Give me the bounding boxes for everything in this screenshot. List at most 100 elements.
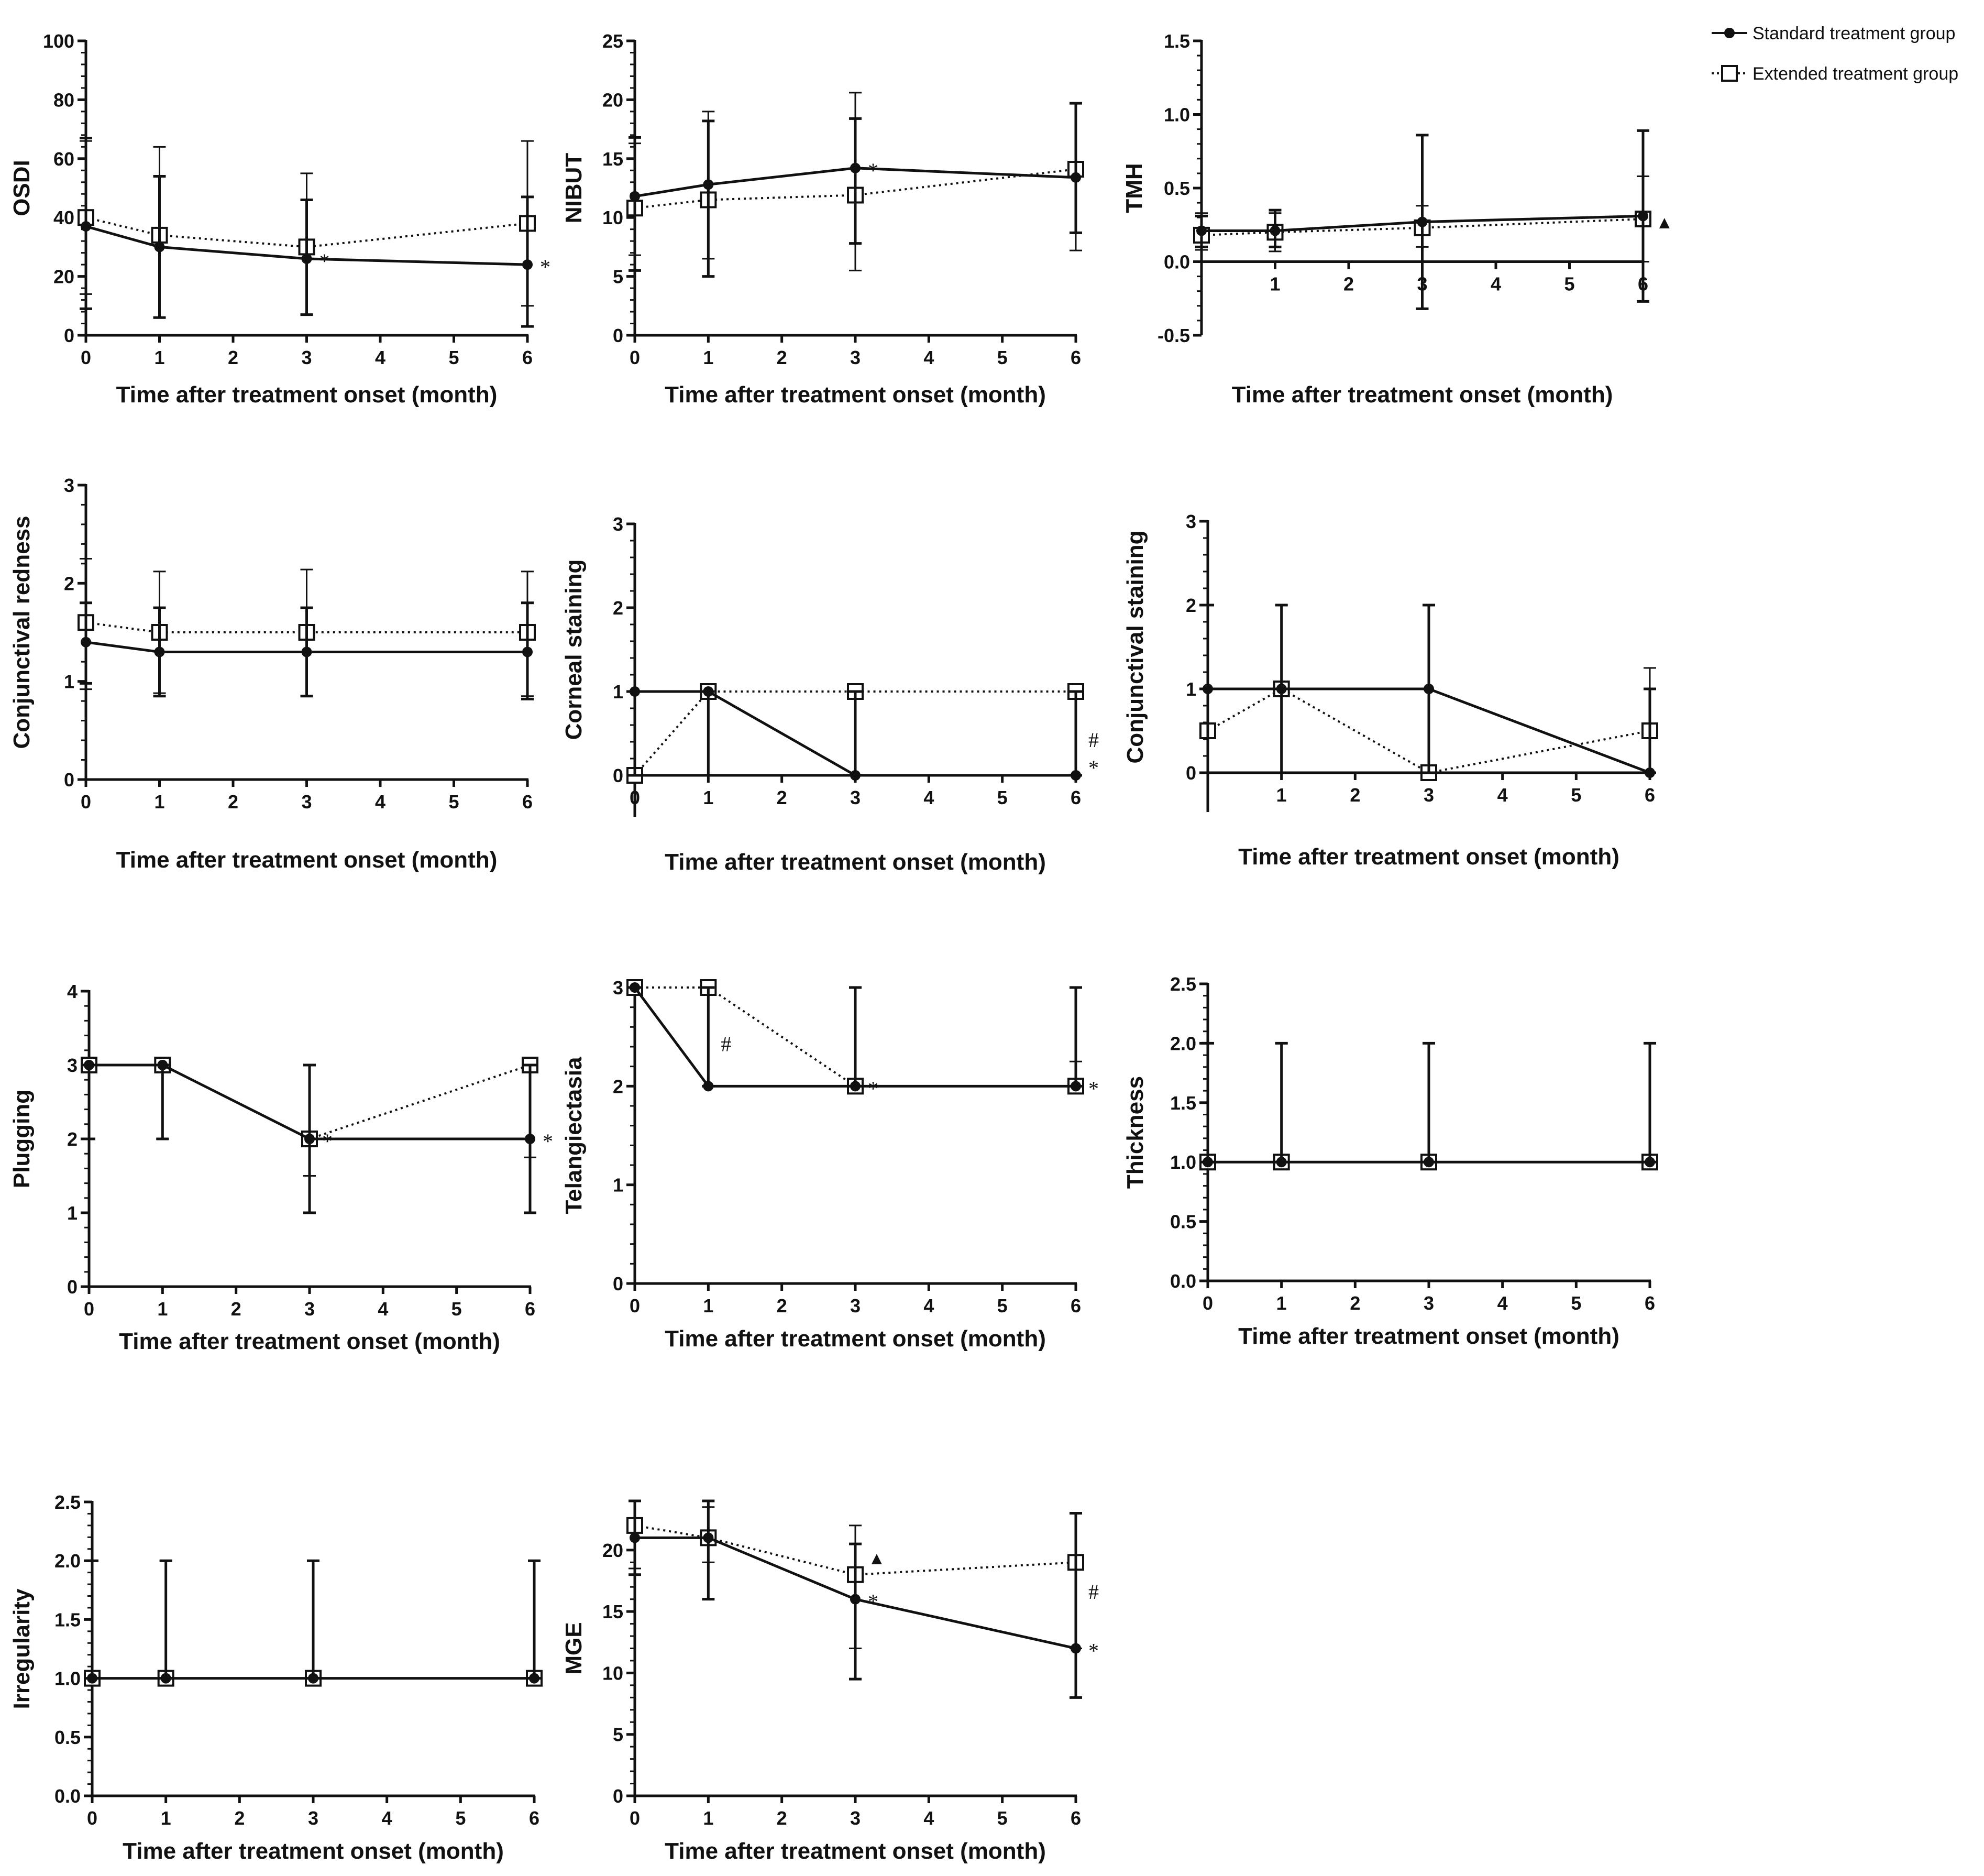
y-tick-label: 0.0 (1170, 1270, 1196, 1292)
y-tick-label: 20 (53, 266, 74, 288)
x-tick-label: 1 (154, 347, 164, 368)
x-tick-label: 1 (161, 1807, 171, 1829)
standard-point (850, 162, 861, 173)
x-tick-label: 3 (308, 1807, 318, 1829)
extended-line (635, 986, 1076, 1088)
series-standard (83, 1060, 536, 1214)
x-tick-label: 0 (87, 1807, 97, 1829)
y-axis-title: MGE (561, 1622, 587, 1674)
standard-point (703, 179, 714, 190)
x-tick-label: 5 (451, 1298, 462, 1320)
series-standard (629, 982, 1082, 1092)
x-tick-label: 0 (630, 1807, 640, 1829)
series-standard (86, 1559, 541, 1684)
y-tick-label: 0 (613, 765, 623, 786)
y-tick-label: 2 (613, 1076, 623, 1097)
standard-point (301, 253, 312, 264)
x-tick-label: 2 (777, 787, 787, 808)
x-tick-label: 5 (997, 347, 1008, 368)
x-axis-title: Time after treatment onset (month) (116, 382, 498, 408)
significance-annotation: * (868, 159, 878, 182)
standard-line (1208, 687, 1650, 774)
x-axis-title: Time after treatment onset (month) (116, 847, 498, 873)
standard-point (703, 686, 714, 697)
y-tick-label: 0 (64, 769, 74, 791)
y-tick-label: 1 (67, 1202, 78, 1224)
standard-line (85, 225, 528, 266)
standard-line (89, 1063, 530, 1140)
x-tick-label: 2 (228, 347, 238, 368)
standard-point (850, 1594, 861, 1605)
y-axis-title: Telangiectasia (561, 1057, 587, 1214)
x-tick-label: 4 (375, 791, 385, 813)
x-tick-label: 3 (301, 347, 312, 368)
x-axis-title: Time after treatment onset (month) (665, 849, 1046, 875)
standard-point (850, 770, 861, 781)
y-tick-label: 0 (1186, 762, 1196, 784)
series-standard (1202, 1041, 1656, 1168)
y-tick-label: 3 (67, 1055, 78, 1076)
x-tick-label: 3 (850, 787, 861, 808)
y-tick-label: 3 (64, 475, 74, 496)
x-tick-label: 2 (777, 1807, 787, 1829)
panel-plugging: 0 1 2 3 4 0 1 2 3 4 5 6 Time after treatment onset (… (9, 981, 553, 1354)
standard-point (157, 1060, 168, 1070)
x-tick-label: 1 (1270, 273, 1280, 295)
x-tick-label: 2 (1350, 1292, 1360, 1314)
x-tick-label: 2 (1343, 273, 1354, 295)
x-tick-label: 2 (234, 1807, 245, 1829)
y-tick-label: -0.5 (1158, 325, 1190, 346)
standard-point (703, 1532, 714, 1543)
y-tick-label: 10 (602, 207, 623, 228)
y-tick-label: 1.5 (1164, 30, 1190, 52)
y-tick-label: 1.0 (54, 1668, 81, 1690)
panel-irregularity: 0.0 0.5 1.0 1.5 2.0 2.5 0 1 2 3 4 5 6 Time after trea… (9, 1491, 543, 1864)
y-axis-title: OSDI (9, 160, 35, 216)
standard-point (1424, 1157, 1434, 1168)
standard-point (529, 1673, 539, 1684)
x-axis-title: Time after treatment onset (month) (119, 1329, 500, 1354)
y-tick-label: 15 (602, 1601, 623, 1622)
significance-annotation: * (540, 255, 550, 279)
x-tick-label: 4 (375, 347, 385, 368)
x-tick-label: 4 (382, 1807, 392, 1829)
significance-annotation: # (1088, 728, 1099, 752)
significance-annotation: * (319, 249, 330, 273)
y-tick-label: 20 (602, 1540, 623, 1561)
standard-point (1638, 211, 1648, 222)
y-tick-label: 0 (613, 1273, 623, 1294)
x-tick-label: 1 (1276, 1292, 1287, 1314)
y-tick-label: 2.0 (54, 1550, 81, 1572)
x-tick-label: 1 (703, 1295, 713, 1317)
x-tick-label: 3 (850, 1295, 861, 1317)
standard-line (633, 986, 1076, 1088)
y-axis-title: Irregularity (9, 1588, 35, 1709)
y-axis-title: Thickness (1122, 1076, 1148, 1189)
y-tick-label: 15 (602, 148, 623, 170)
x-tick-label: 6 (522, 791, 533, 813)
panel-conj_staining: 0 1 2 3 1 2 3 4 5 6 Time after treatment onset (mo… (1122, 511, 1658, 870)
x-tick-label: 1 (154, 791, 164, 813)
legend-extended-marker (1721, 65, 1738, 82)
x-tick-label: 6 (1071, 347, 1081, 368)
standard-point (1071, 1081, 1081, 1092)
x-tick-label: 2 (228, 791, 238, 813)
legend-standard-marker (1724, 28, 1735, 38)
y-tick-label: 3 (1186, 511, 1196, 532)
significance-annotation: * (1088, 1639, 1099, 1663)
standard-point (1196, 225, 1207, 236)
y-tick-label: 40 (53, 207, 74, 228)
significance-annotation: * (868, 1077, 878, 1100)
y-tick-label: 1.0 (1170, 1151, 1196, 1173)
significance-annotation: * (1088, 1077, 1099, 1100)
standard-line (85, 641, 527, 653)
standard-point (1071, 172, 1081, 183)
y-tick-label: 20 (602, 89, 623, 111)
y-axis-title: NIBUT (561, 153, 587, 224)
standard-point (304, 1134, 315, 1144)
x-tick-label: 6 (529, 1807, 539, 1829)
standard-point (630, 191, 640, 202)
x-tick-label: 1 (157, 1298, 168, 1320)
standard-point (1645, 1157, 1655, 1168)
y-tick-label: 100 (43, 30, 74, 52)
